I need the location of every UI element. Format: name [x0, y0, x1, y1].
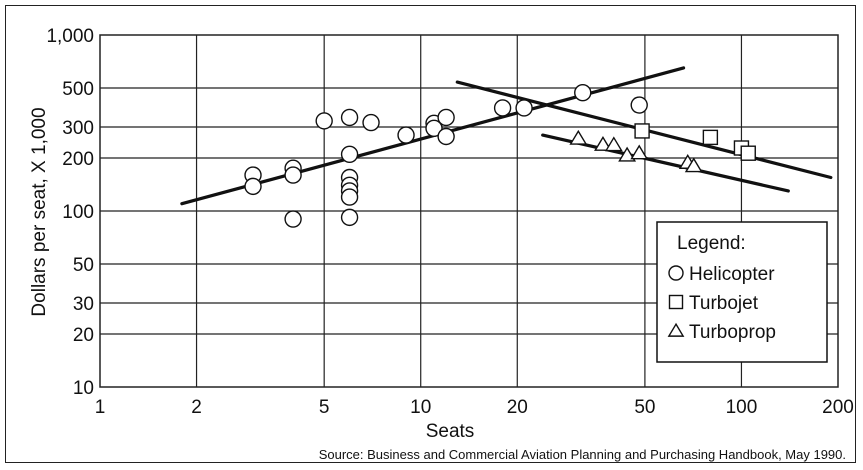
y-tick-labels: 10 20 30 50 100 200 300 500 1,000: [46, 26, 94, 399]
helicopter-point: [437, 127, 455, 146]
helicopter-point: [340, 108, 359, 127]
helicopter-point: [515, 99, 533, 117]
helicopter-point: [284, 166, 302, 184]
legend-helicopter-marker: [668, 265, 684, 281]
helicopter-point: [315, 112, 333, 130]
helicopter-point: [244, 177, 262, 196]
turboprop-point: [684, 157, 703, 173]
turbojet-point: [702, 129, 719, 146]
y-tick-label: 1,000: [46, 26, 94, 47]
legend-helicopter-label: Helicopter: [689, 264, 775, 285]
y-tick-label: 100: [62, 202, 94, 223]
helicopter-point: [425, 119, 443, 138]
helicopter-point: [340, 208, 359, 227]
x-tick-label: 5: [319, 397, 330, 418]
turboprop-point: [594, 136, 612, 151]
turboprop-point: [604, 136, 623, 152]
turboprop-point: [630, 144, 649, 160]
x-tick-label: 100: [726, 397, 758, 418]
legend-turbojet-label: Turbojet: [689, 293, 759, 314]
legend-turbojet-marker: [668, 294, 684, 310]
source-note: Source: Business and Commercial Aviation…: [319, 447, 846, 462]
x-tick-label: 50: [634, 397, 655, 418]
data-points: [244, 84, 756, 228]
x-tick-label: 10: [410, 397, 431, 418]
turbojet-point: [634, 123, 650, 139]
legend-turboprop-label: Turboprop: [689, 322, 776, 343]
helicopter-point: [437, 108, 455, 127]
helicopter-point: [284, 210, 302, 228]
turboprop-point: [569, 129, 588, 145]
turbojet-point: [740, 145, 756, 161]
x-tick-label: 20: [507, 397, 528, 418]
legend-title: Legend:: [677, 233, 746, 254]
legend: Legend: Helicopter Turbojet Turboprop: [656, 221, 828, 363]
legend-turboprop-marker: [667, 322, 685, 337]
x-tick-label: 1: [95, 397, 106, 418]
y-tick-label: 30: [73, 294, 94, 315]
y-tick-label: 10: [73, 378, 94, 399]
helicopter-point: [340, 145, 359, 163]
helicopter-point: [574, 84, 592, 102]
chart-frame: [5, 5, 856, 463]
helicopter-point: [362, 113, 380, 132]
y-axis-title: Dollars per seat, X 1,000: [29, 107, 50, 316]
turboprop-point: [618, 146, 637, 162]
helicopter-point: [340, 188, 359, 206]
x-tick-label: 2: [191, 397, 202, 418]
y-tick-label: 300: [62, 118, 94, 139]
x-tick-labels: 1 2 5 10 20 50 100 200: [95, 397, 854, 418]
y-tick-label: 500: [62, 79, 94, 100]
x-axis-title: Seats: [426, 421, 475, 442]
y-tick-label: 50: [73, 255, 94, 276]
helicopter-point: [397, 126, 415, 144]
legend-box: [656, 221, 828, 363]
helicopter-point: [493, 99, 512, 117]
helicopter-point: [630, 96, 648, 114]
y-tick-label: 20: [73, 325, 94, 346]
y-tick-label: 200: [62, 149, 94, 170]
x-tick-label: 200: [822, 397, 854, 418]
